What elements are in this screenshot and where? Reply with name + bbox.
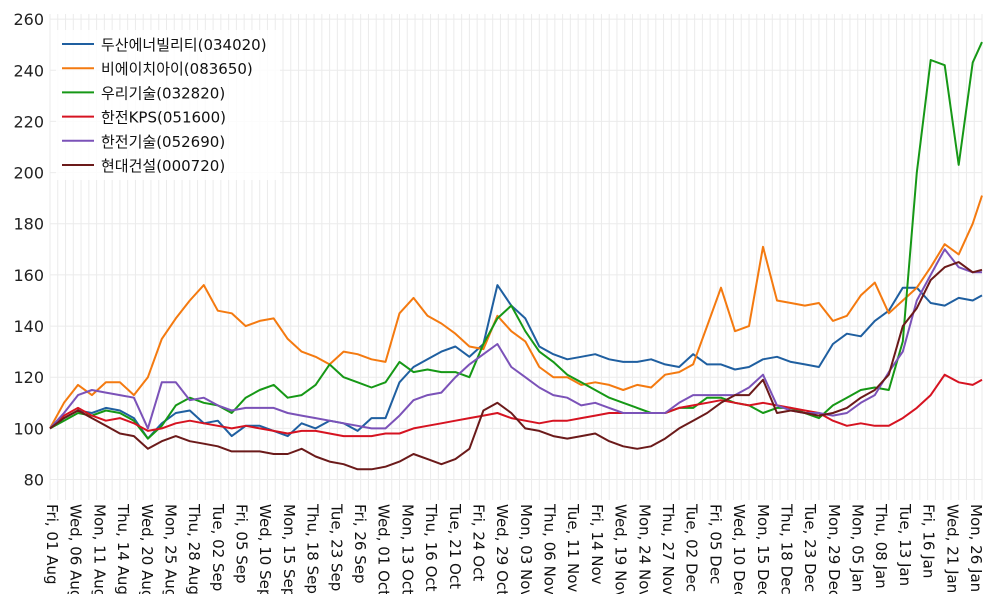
y-tick-label: 100 [13,419,44,438]
y-tick-label: 260 [13,10,44,29]
gridlines [49,14,983,500]
series-line-6 [49,261,983,471]
x-tick-label: Mon, 05 Jan [849,504,867,592]
x-tick-label: Mon, 11 Aug [90,504,108,594]
y-tick-label: 80 [24,471,44,490]
legend-item-label[interactable]: 한전기술(052690) [101,133,225,151]
x-tick-label: Mon, 25 Aug [161,504,179,594]
x-tick-label: Mon, 13 Oct [398,504,416,594]
x-tick-label: Tue, 11 Nov [564,503,582,592]
y-axis-tick-labels: 80 100 120 140 160 180 200 220 240 260 [13,10,44,489]
y-tick-label: 200 [13,164,44,183]
x-tick-label: Fri, 05 Dec [706,504,724,584]
legend-item-label[interactable]: 비에이치아이(083650) [101,60,253,78]
x-tick-label: Wed, 01 Oct [375,504,393,594]
x-tick-label: Fri, 26 Sep [351,504,369,584]
x-tick-label: Thu, 18 Dec [777,503,795,594]
x-tick-label: Wed, 29 Oct [493,504,511,594]
series-line-3 [49,41,983,440]
legend-item-label[interactable]: 한전KPS(051600) [101,109,226,127]
x-tick-label: Wed, 10 Sep [256,504,274,594]
x-tick-label: Thu, 16 Oct [422,503,440,592]
legend[interactable]: 두산에너빌리티(034020) 비에이치아이(083650) 우리기술(032820… [56,30,280,180]
x-tick-label: Thu, 28 Aug [185,503,203,594]
x-tick-label: Tue, 02 Sep [209,503,227,591]
x-tick-label: Wed, 21 Jan [943,504,961,593]
legend-background [56,30,280,180]
x-tick-label: Tue, 13 Jan [896,503,914,586]
series-line-2 [49,195,983,429]
x-tick-label: Thu, 18 Sep [304,503,322,594]
x-tick-label: Fri, 01 Aug [43,504,61,585]
y-tick-label: 240 [13,61,44,80]
y-tick-label: 220 [13,112,44,131]
x-tick-label: Thu, 27 Nov [659,503,677,594]
x-tick-label: Thu, 14 Aug [114,503,132,594]
x-tick-label: Thu, 08 Jan [872,503,890,589]
x-tick-label: Tue, 02 Dec [683,503,701,592]
x-tick-label: Fri, 14 Nov [588,504,606,585]
x-axis-tick-labels: Fri, 01 Aug Wed, 06 Aug Mon, 11 Aug Thu, 14… [43,503,985,594]
y-tick-label: 180 [13,215,44,234]
series-lines [49,41,983,471]
legend-item-label[interactable]: 현대건설(000720) [101,157,225,175]
x-tick-label: Tue, 23 Dec [801,503,819,592]
legend-item-label[interactable]: 두산에너빌리티(034020) [101,36,267,54]
x-tick-label: Mon, 03 Nov [517,504,535,594]
series-line-5 [49,248,982,430]
x-tick-label: Mon, 26 Jan [967,504,985,592]
x-tick-label: Wed, 20 Aug [138,504,156,594]
y-tick-label: 160 [13,266,44,285]
x-tick-label: Thu, 06 Nov [541,503,559,594]
y-tick-label: 120 [13,368,44,387]
x-tick-label: Tue, 23 Sep [327,503,345,591]
x-tick-label: Tue, 21 Oct [446,503,464,589]
x-tick-label: Fri, 24 Oct [469,504,487,581]
x-tick-label: Wed, 10 Dec [730,504,748,594]
x-tick-label: Mon, 15 Sep [280,504,298,594]
x-tick-label: Fri, 16 Jan [920,504,938,578]
x-tick-label: Wed, 19 Nov [612,504,630,594]
legend-item-label[interactable]: 우리기술(032820) [101,84,225,102]
x-tick-label: Fri, 05 Sep [233,504,251,584]
x-tick-label: Mon, 15 Dec [754,504,772,594]
x-tick-label: Mon, 24 Nov [635,504,653,594]
y-tick-label: 140 [13,317,44,336]
x-tick-label: Wed, 06 Aug [67,504,85,594]
x-tick-label: Mon, 29 Dec [825,504,843,594]
